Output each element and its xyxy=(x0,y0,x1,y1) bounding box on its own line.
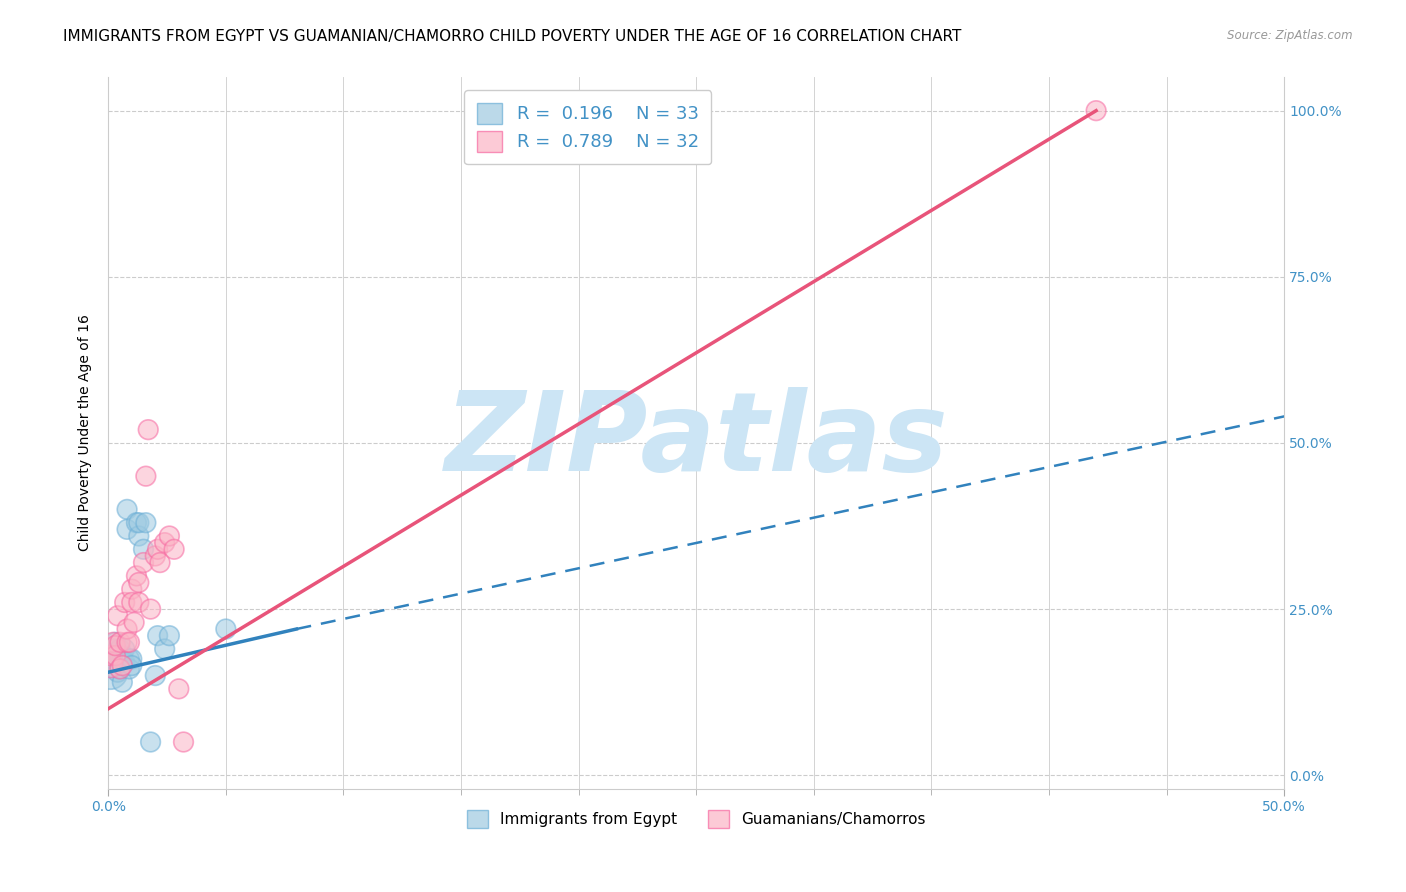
Text: ZIPatlas: ZIPatlas xyxy=(444,386,948,493)
Point xyxy=(104,648,127,663)
Point xyxy=(173,735,195,749)
Point xyxy=(146,542,169,557)
Point xyxy=(121,658,143,673)
Point xyxy=(101,635,124,649)
Point xyxy=(115,622,138,636)
Point xyxy=(100,652,122,666)
Point xyxy=(101,642,124,657)
Y-axis label: Child Poverty Under the Age of 16: Child Poverty Under the Age of 16 xyxy=(79,315,93,551)
Point xyxy=(100,648,122,663)
Point xyxy=(108,642,131,657)
Point xyxy=(143,549,166,563)
Point xyxy=(114,642,136,657)
Point xyxy=(149,556,172,570)
Point xyxy=(104,635,127,649)
Point xyxy=(104,655,127,669)
Point xyxy=(108,648,131,663)
Point xyxy=(128,595,150,609)
Legend: Immigrants from Egypt, Guamanians/Chamorros: Immigrants from Egypt, Guamanians/Chamor… xyxy=(460,805,932,834)
Point xyxy=(122,615,145,630)
Point xyxy=(111,648,134,663)
Point xyxy=(114,595,136,609)
Point xyxy=(143,668,166,682)
Point xyxy=(107,648,129,663)
Point xyxy=(136,423,159,437)
Point xyxy=(157,529,180,543)
Point xyxy=(135,516,157,530)
Point xyxy=(111,675,134,690)
Point xyxy=(108,662,131,676)
Point xyxy=(153,642,176,657)
Point xyxy=(104,639,127,653)
Point xyxy=(163,542,186,557)
Point xyxy=(107,665,129,680)
Point xyxy=(128,529,150,543)
Point xyxy=(139,602,162,616)
Point xyxy=(139,735,162,749)
Point xyxy=(128,575,150,590)
Point xyxy=(107,608,129,623)
Point xyxy=(108,635,131,649)
Text: Source: ZipAtlas.com: Source: ZipAtlas.com xyxy=(1227,29,1353,43)
Point xyxy=(1085,103,1108,118)
Point xyxy=(115,522,138,536)
Point xyxy=(153,535,176,549)
Point xyxy=(101,658,124,673)
Point xyxy=(100,658,122,673)
Point xyxy=(118,652,141,666)
Point xyxy=(104,645,127,659)
Point xyxy=(125,516,148,530)
Point xyxy=(121,582,143,596)
Point xyxy=(111,658,134,673)
Point xyxy=(128,516,150,530)
Point xyxy=(132,542,155,557)
Point xyxy=(100,665,122,680)
Point xyxy=(167,681,190,696)
Point xyxy=(146,629,169,643)
Point xyxy=(115,502,138,516)
Point xyxy=(115,635,138,649)
Point xyxy=(108,662,131,676)
Point xyxy=(114,655,136,669)
Point xyxy=(132,556,155,570)
Point xyxy=(121,652,143,666)
Point xyxy=(215,622,238,636)
Point xyxy=(118,662,141,676)
Point xyxy=(125,569,148,583)
Text: IMMIGRANTS FROM EGYPT VS GUAMANIAN/CHAMORRO CHILD POVERTY UNDER THE AGE OF 16 CO: IMMIGRANTS FROM EGYPT VS GUAMANIAN/CHAMO… xyxy=(63,29,962,45)
Point xyxy=(121,595,143,609)
Point xyxy=(157,629,180,643)
Point xyxy=(118,635,141,649)
Point xyxy=(135,469,157,483)
